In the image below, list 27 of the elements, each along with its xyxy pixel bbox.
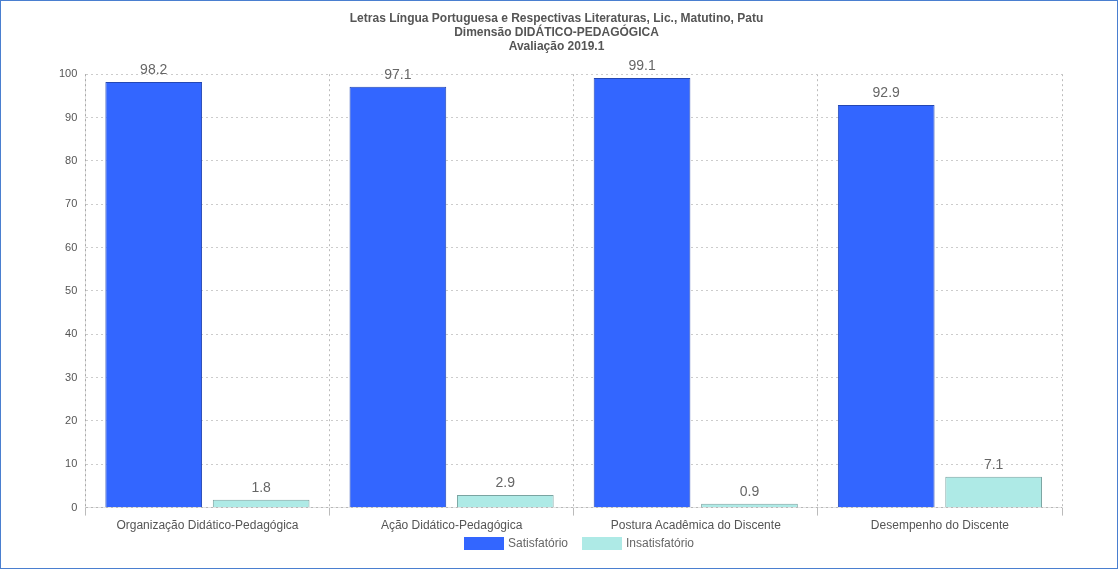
y-tick-label: 30: [65, 370, 78, 383]
data-label: 98.2: [140, 60, 168, 77]
data-label: 7.1: [983, 455, 1004, 472]
y-tick-label: 100: [58, 67, 78, 80]
y-tick-label: 70: [65, 197, 78, 210]
x-tick-label: Desempenho do Discente: [870, 518, 1010, 533]
y-tick-label: 80: [65, 153, 78, 166]
y-tick-label: 10: [65, 457, 78, 470]
data-label: 2.9: [495, 473, 516, 490]
legend-label: Satisfatório: [507, 536, 568, 550]
data-label: 97.1: [384, 65, 412, 82]
data-label: 0.9: [739, 482, 760, 499]
y-tick-label: 50: [65, 283, 78, 296]
x-tick-label: Ação Didático-Pedagógica: [380, 518, 523, 533]
x-tick-label: Organização Didático-Pedagógica: [116, 518, 299, 533]
x-tick-label: Postura Acadêmica do Discente: [610, 518, 782, 533]
data-label: 1.8: [251, 478, 272, 495]
data-label: 99.1: [628, 56, 656, 73]
y-tick-label: 40: [65, 327, 78, 340]
y-tick-label: 20: [65, 413, 78, 426]
legend-label: Insatisfatório: [625, 536, 695, 550]
y-tick-label: 90: [65, 110, 78, 123]
y-tick-label: 0: [71, 500, 78, 513]
chart-title: Letras Língua Portuguesa e Respectivas Literaturas, Lic., Matutino, Patu Dimensão DIDÁTICO-PEDAGÓGICA: [349, 10, 764, 39]
y-tick-label: 60: [65, 240, 78, 253]
chart-subtitle: Avaliação 2019.1: [508, 39, 605, 54]
data-label: 92.9: [872, 83, 901, 100]
